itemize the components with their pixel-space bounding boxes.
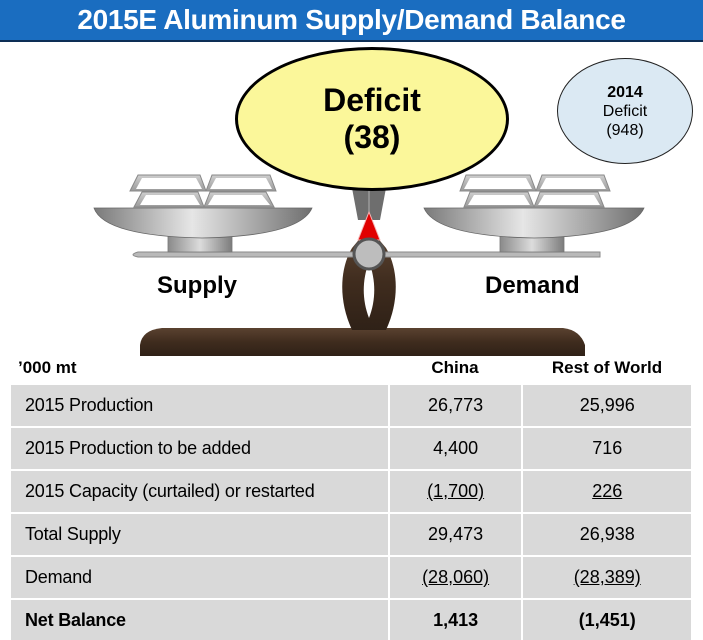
- scale-graphic: [93, 174, 645, 356]
- rest-of-world-value: 716: [521, 426, 693, 471]
- row-label: 2015 Production: [9, 383, 390, 428]
- row-label: Net Balance: [9, 598, 390, 640]
- china-value: 26,773: [387, 383, 524, 428]
- supply-demand-table: 2015 Production 26,773 25,996 2015 Produ…: [9, 383, 693, 640]
- unit-label: ’000 mt: [18, 358, 77, 377]
- net-balance-label: Deficit: [323, 82, 421, 118]
- column-header-china: China: [431, 358, 479, 377]
- row-label: Demand: [9, 555, 390, 600]
- row-label: Total Supply: [9, 512, 390, 557]
- rest-of-world-value: 26,938: [521, 512, 693, 557]
- table-row: 2015 Production 26,773 25,996: [9, 383, 693, 428]
- prior-year-value: (948): [606, 121, 644, 139]
- balance-scale-illustration: Deficit (38) 2014 Deficit (948) Supply D…: [0, 44, 703, 360]
- prior-year: 2014: [607, 83, 643, 101]
- prior-year-label: Deficit: [602, 102, 648, 120]
- net-balance-bubble: Deficit (38): [235, 47, 509, 191]
- right-ingots: [459, 174, 611, 208]
- pivot-icon: [352, 237, 386, 271]
- china-value: (28,060): [422, 567, 490, 587]
- china-value: 29,473: [387, 512, 524, 557]
- left-ingots: [129, 174, 277, 208]
- title-bar: 2015E Aluminum Supply/Demand Balance: [0, 0, 703, 42]
- page-title: 2015E Aluminum Supply/Demand Balance: [77, 4, 626, 35]
- table-row: 2015 Capacity (curtailed) or restarted (…: [9, 469, 693, 514]
- rest-of-world-value: (1,451): [521, 598, 693, 640]
- net-balance-value: (38): [343, 119, 401, 155]
- demand-label: Demand: [485, 272, 580, 299]
- column-header-rest-of-world: Rest of World: [551, 358, 663, 377]
- table-row: Total Supply 29,473 26,938: [9, 512, 693, 557]
- rest-of-world-value: 25,996: [521, 383, 693, 428]
- row-label: 2015 Capacity (curtailed) or restarted: [9, 469, 390, 514]
- china-value: 4,400: [387, 426, 524, 471]
- china-value: (1,700): [427, 481, 485, 501]
- row-label: 2015 Production to be added: [9, 426, 390, 471]
- scale-base: [140, 328, 585, 356]
- rest-of-world-value: (28,389): [573, 567, 641, 587]
- prior-year-bubble: 2014 Deficit (948): [557, 58, 693, 164]
- table-row: Demand (28,060) (28,389): [9, 555, 693, 600]
- china-value: 1,413: [387, 598, 524, 640]
- table-header: ’000 mt China Rest of World: [0, 355, 703, 381]
- rest-of-world-value: 226: [592, 481, 623, 501]
- supply-label: Supply: [157, 272, 238, 299]
- table-row-net-balance: Net Balance 1,413 (1,451): [9, 598, 693, 640]
- table-row: 2015 Production to be added 4,400 716: [9, 426, 693, 471]
